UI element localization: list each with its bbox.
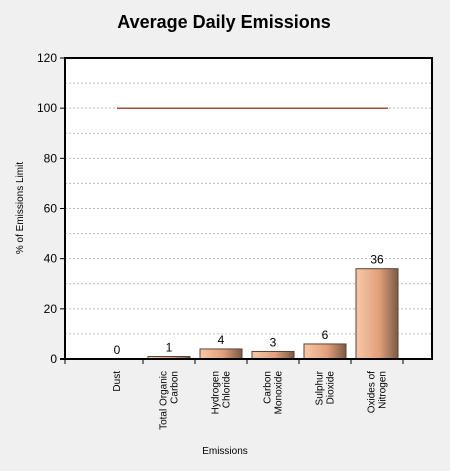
data-label: 36 bbox=[370, 253, 384, 267]
y-tick-label: 120 bbox=[37, 51, 57, 65]
x-tick-label: Chloride bbox=[222, 371, 233, 409]
x-tick-label: Total Organic bbox=[159, 371, 170, 430]
bar bbox=[199, 348, 243, 360]
x-tick-label: Dioxide bbox=[326, 371, 337, 405]
y-axis-title: % of Emissions Limit bbox=[15, 162, 26, 254]
x-tick-label: Hydrogen bbox=[211, 371, 222, 414]
x-tick-label: Nitrogen bbox=[378, 371, 389, 409]
x-axis: Dust Total Organic Carbon Hydrogen Chloride C… bbox=[64, 359, 404, 430]
x-axis-title: Emissions bbox=[202, 446, 248, 457]
bar bbox=[251, 350, 295, 360]
data-label: 6 bbox=[322, 328, 329, 342]
x-tick-label: Carbon bbox=[263, 371, 274, 404]
y-tick-label: 60 bbox=[44, 202, 58, 216]
bar bbox=[355, 268, 399, 360]
data-label: 3 bbox=[270, 335, 277, 349]
data-label: 1 bbox=[166, 340, 173, 354]
x-tick-label: Monoxide bbox=[274, 371, 285, 415]
y-tick-label: 80 bbox=[44, 151, 58, 165]
y-tick-label: 0 bbox=[50, 352, 57, 366]
chart-title: Average Daily Emissions bbox=[117, 12, 330, 32]
x-tick-label: Oxides of bbox=[367, 371, 378, 413]
y-axis: 0 20 40 60 80 100 120 bbox=[37, 51, 65, 366]
bar bbox=[303, 343, 347, 360]
x-tick-label: Sulphur bbox=[315, 370, 326, 405]
data-label: 4 bbox=[218, 333, 225, 347]
data-label: 0 bbox=[114, 343, 121, 357]
y-tick-label: 100 bbox=[37, 101, 57, 115]
y-tick-label: 40 bbox=[44, 252, 58, 266]
y-tick-label: 20 bbox=[44, 302, 58, 316]
x-tick-label: Dust bbox=[112, 371, 123, 392]
x-tick-label: Carbon bbox=[170, 371, 181, 404]
